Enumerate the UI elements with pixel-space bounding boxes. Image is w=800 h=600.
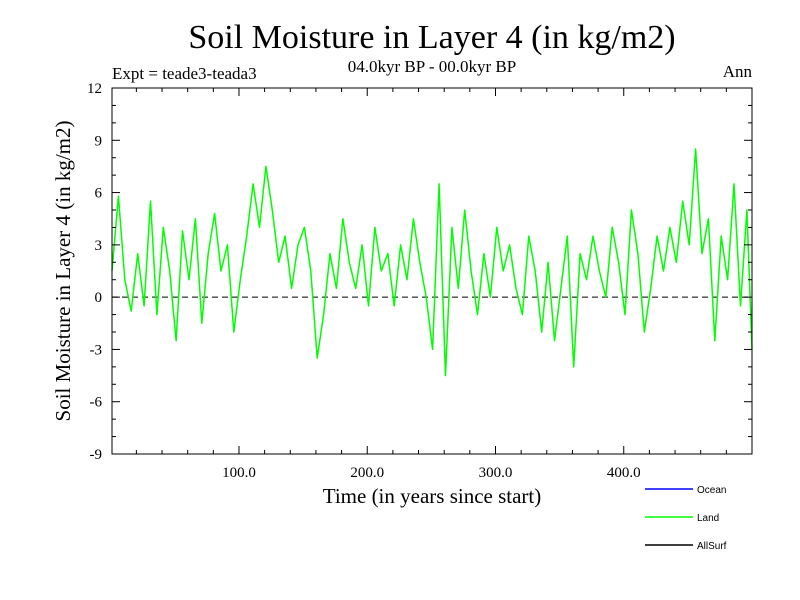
experiment-label: Expt = teade3-teada3 [112, 64, 257, 83]
axis-ticks-layer [112, 87, 752, 455]
y-tick-label: 0 [95, 290, 103, 306]
x-tick-label: 300.0 [479, 465, 513, 481]
y-tick-label: 3 [95, 238, 103, 254]
legend-label-ocean: Ocean [697, 485, 726, 496]
y-tick-label: 9 [95, 133, 103, 149]
legend-label-land: Land [697, 513, 719, 524]
series-line-land [111, 148, 753, 377]
x-tick-label: 200.0 [350, 465, 384, 481]
y-tick-label: -6 [90, 395, 103, 411]
y-tick-label: 6 [95, 186, 103, 202]
x-tick-label: 100.0 [222, 465, 256, 481]
chart-subtitle: 04.0kyr BP - 00.0kyr BP [348, 57, 516, 76]
legend: Ocean Land AllSurf [645, 485, 727, 552]
data-series-layer [111, 148, 753, 377]
y-tick-label: -9 [90, 447, 103, 463]
x-axis-label: Time (in years since start) [323, 484, 542, 508]
x-tick-labels: 100.0 200.0 300.0 400.0 [222, 465, 641, 481]
x-tick-label: 400.0 [607, 465, 641, 481]
season-label: Ann [723, 62, 753, 81]
legend-label-allsurf: AllSurf [697, 541, 727, 552]
y-tick-label: 12 [87, 81, 102, 97]
y-axis-label: Soil Moisture in Layer 4 (in kg/m2) [51, 121, 75, 422]
chart-title: Soil Moisture in Layer 4 (in kg/m2) [188, 19, 675, 56]
plot-frame [111, 87, 753, 455]
y-tick-labels: -9 -6 -3 0 3 6 9 12 [87, 81, 103, 463]
y-tick-label: -3 [90, 342, 103, 358]
